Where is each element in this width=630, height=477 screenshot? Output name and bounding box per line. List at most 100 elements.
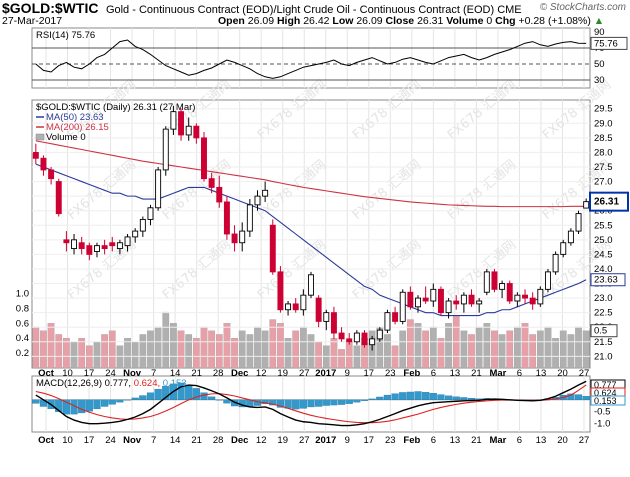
candle-body	[101, 245, 108, 250]
x-tick-label-macd: 20	[557, 435, 568, 446]
volume-bar	[315, 341, 323, 369]
candle-body	[216, 186, 223, 203]
macd-histogram-bar	[32, 399, 40, 404]
volume-bar	[407, 319, 414, 369]
macd-last-label: 0.777	[594, 380, 617, 390]
volume-bar	[384, 334, 391, 369]
volume-bar	[78, 338, 86, 369]
x-tick-label-price: 10	[62, 368, 73, 379]
rsi-tick-label: 90	[594, 27, 605, 38]
macd-last-label: 0.153	[594, 396, 617, 406]
x-tick-label-price: 21	[191, 368, 202, 379]
candle-body	[514, 294, 521, 302]
volume-bar	[170, 323, 177, 369]
candle-body	[109, 242, 116, 247]
x-tick-label-price: 19	[277, 368, 288, 379]
candle-body	[239, 230, 246, 244]
volume-bar	[131, 341, 139, 369]
volume-bar	[101, 334, 108, 369]
volume-bar	[32, 326, 40, 369]
candle-body	[116, 242, 123, 250]
x-tick-label-macd: 21	[191, 435, 202, 446]
macd-histogram-bar	[391, 393, 399, 400]
candle-body	[308, 274, 314, 296]
x-tick-label-price: Dec	[231, 368, 248, 379]
volume-bar	[536, 330, 544, 369]
x-tick-label-macd: 27	[579, 435, 590, 446]
volume-bar	[223, 323, 231, 369]
volume-bar	[429, 326, 437, 369]
candle-body	[78, 242, 85, 250]
candle-body	[269, 224, 276, 273]
macd-histogram-bar	[452, 396, 460, 400]
candle-body	[300, 294, 307, 311]
candle-body	[392, 312, 399, 322]
macd-histogram-bar	[322, 399, 330, 406]
candle-body	[40, 157, 47, 171]
candle-body	[491, 271, 498, 290]
volume-tick-label: 0.4	[16, 333, 29, 344]
candle-body	[376, 329, 383, 340]
volume-bar	[437, 338, 445, 369]
quote-date: 27-Mar-2017	[2, 15, 63, 27]
x-tick-label-macd: 19	[277, 435, 288, 446]
volume-bar	[269, 319, 277, 369]
x-tick-label-macd: Dec	[231, 435, 248, 446]
candle-body	[231, 233, 238, 244]
x-tick-label-price: 27	[299, 368, 310, 379]
x-tick-label-macd: 17	[364, 435, 375, 446]
macd-histogram-bar	[177, 382, 185, 400]
volume-bar	[483, 323, 491, 369]
price-tick-label: 24.0	[594, 264, 613, 275]
rsi-tick-label: 50	[594, 59, 605, 70]
macd-histogram-bar	[62, 399, 70, 415]
candle-body	[170, 111, 177, 130]
macd-histogram-bar	[93, 399, 101, 410]
volume-bar	[552, 338, 559, 369]
macd-legend: MACD(12,26,9) 0.777, 0.624, 0.153	[36, 378, 187, 389]
candle-body	[369, 338, 376, 346]
price-tick-label: 24.5	[594, 249, 613, 260]
volume-bar	[422, 330, 430, 369]
volume-bar	[124, 338, 131, 369]
x-tick-label-macd: 13	[450, 435, 461, 446]
price-tick-label: 29.5	[594, 104, 613, 115]
ma50-last-label: 23.63	[594, 275, 618, 286]
macd-legend-value: 0.777,	[105, 378, 134, 389]
volume-bar	[55, 334, 63, 369]
x-tick-label-macd: 27	[299, 435, 310, 446]
volume-bar	[445, 323, 452, 369]
x-tick-label-price: 2017	[315, 368, 336, 379]
macd-histogram-bar	[345, 399, 353, 404]
x-tick-label-price: 17	[84, 368, 95, 379]
volume-bar	[93, 341, 101, 369]
volume-bar	[177, 330, 185, 369]
candle-body	[537, 288, 544, 305]
macd-histogram-bar	[567, 393, 575, 400]
price-tick-label: 25.0	[594, 235, 613, 246]
ma200-line	[35, 140, 587, 208]
x-tick-label-macd: 14	[170, 435, 181, 446]
candle-body	[124, 236, 131, 247]
price-tick-label: 21.0	[594, 351, 613, 362]
candle-body	[315, 297, 322, 322]
candle-body	[71, 239, 78, 250]
candle-body	[262, 189, 269, 197]
macd-histogram-bar	[307, 399, 315, 408]
x-tick-label-price: 21	[471, 368, 482, 379]
rsi-legend: RSI(14) 75.76	[36, 30, 95, 41]
candle-body	[483, 271, 490, 293]
volume-last-box	[590, 324, 618, 338]
open-value: 26.09	[247, 15, 275, 27]
x-tick-label-price: 28	[213, 368, 224, 379]
macd-histogram-bar	[139, 395, 147, 400]
macd-histogram-bar	[85, 399, 93, 412]
ohlc-summary: Open 26.09 High 26.42 Low 26.09 Close 26…	[218, 15, 604, 27]
open-label: Open	[218, 15, 245, 27]
x-tick-label-macd: 2017	[315, 435, 336, 446]
candle-body	[567, 230, 574, 244]
macd-histogram-bar	[399, 392, 407, 400]
close-value: 26.31	[417, 15, 444, 27]
macd-histogram-bar	[162, 386, 170, 400]
macd-legend-prefix: MACD(12,26,9)	[36, 378, 105, 389]
